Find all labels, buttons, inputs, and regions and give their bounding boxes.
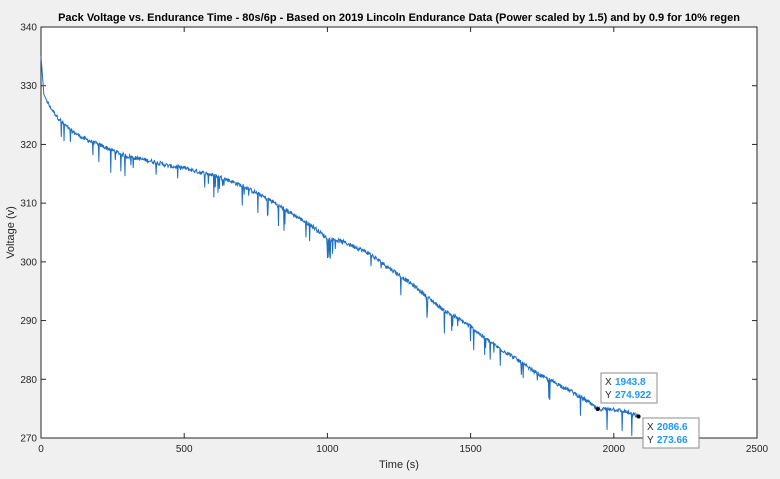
- y-tick-label: 290: [20, 316, 37, 327]
- datatip-x-value: 2086.6: [657, 422, 688, 433]
- y-tick-label: 270: [20, 434, 37, 445]
- datatip-y-key: Y: [647, 435, 654, 446]
- y-tick-label: 300: [20, 257, 37, 268]
- datatip-marker: [595, 407, 600, 412]
- datatip-x-key: X: [647, 422, 654, 433]
- x-tick-label: 500: [176, 444, 193, 455]
- datatip[interactable]: X 2086.6Y 273.66: [636, 414, 700, 449]
- datatip[interactable]: X 1943.8Y 274.922: [595, 372, 658, 412]
- chart-title: Pack Voltage vs. Endurance Time - 80s/6p…: [58, 12, 740, 24]
- datatip-y-value: 273.66: [657, 435, 688, 446]
- y-tick-label: 330: [20, 81, 37, 92]
- y-tick-label: 310: [20, 199, 37, 210]
- series-line-pack-voltage[interactable]: [40, 56, 639, 436]
- datatip-y-key: Y: [605, 390, 612, 401]
- x-tick-label: 1500: [459, 444, 482, 455]
- x-tick-label: 2500: [746, 444, 769, 455]
- x-tick-label: 1000: [316, 444, 339, 455]
- y-tick-label: 280: [20, 375, 37, 386]
- y-axis-label: Voltage (v): [5, 206, 17, 259]
- x-tick-label: 0: [38, 444, 44, 455]
- x-tick-label: 2000: [603, 444, 626, 455]
- x-axis-label: Time (s): [379, 459, 419, 471]
- datatip-marker: [636, 414, 641, 419]
- datatip-box: [600, 372, 658, 404]
- plot-area: [40, 26, 758, 439]
- datatip-x-key: X: [605, 377, 612, 388]
- datatip-x-value: 1943.8: [615, 377, 646, 388]
- axis-ticks: 0 500 1000 1500 2000 2500 270 280 290 300 310 320 33…: [20, 23, 768, 456]
- y-tick-label: 320: [20, 140, 37, 151]
- datatip-box: [642, 417, 700, 449]
- y-tick-label: 340: [20, 23, 37, 34]
- datatip-y-value: 274.922: [615, 390, 652, 401]
